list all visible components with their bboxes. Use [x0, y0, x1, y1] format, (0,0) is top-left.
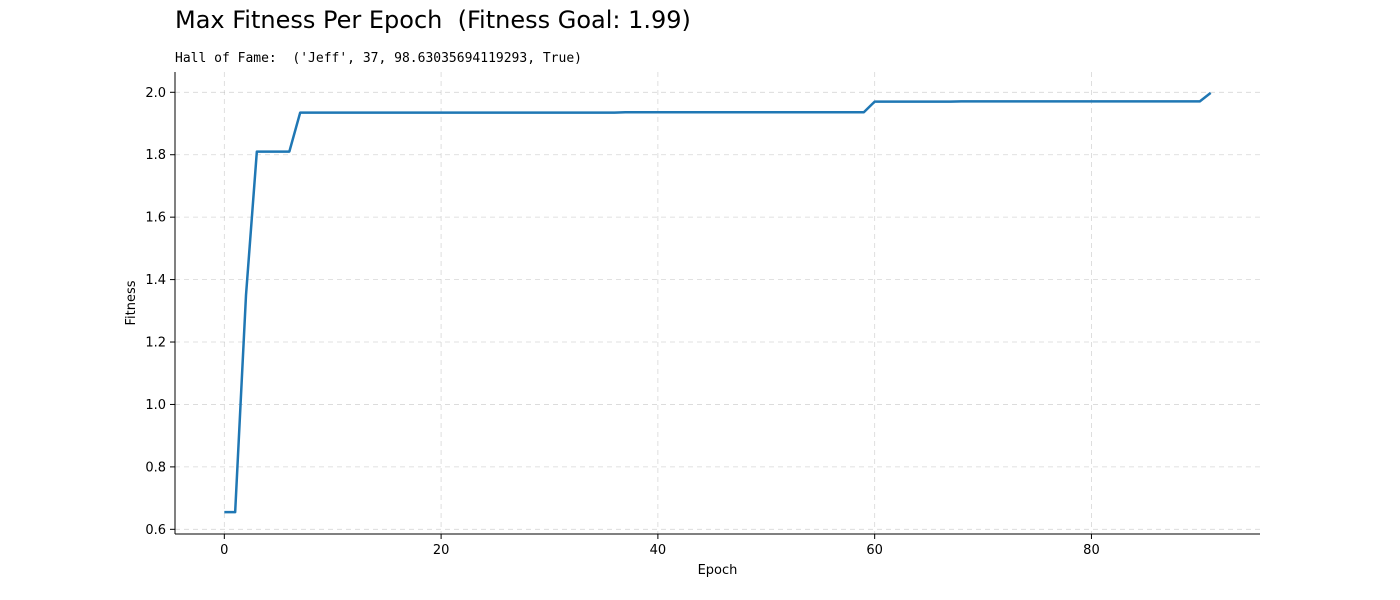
series-line	[224, 91, 1212, 514]
grid-lines	[175, 72, 1260, 534]
x-tick-label: 80	[1083, 543, 1100, 558]
y-tick-label: 1.4	[145, 273, 166, 288]
y-tick-label: 1.8	[145, 148, 166, 163]
y-tick-label: 0.6	[145, 523, 166, 538]
series-group	[224, 91, 1212, 514]
y-tick-label: 2.0	[145, 86, 166, 101]
y-tick-label: 0.8	[145, 460, 166, 475]
x-tick-label: 60	[866, 543, 883, 558]
chart-title: Max Fitness Per Epoch (Fitness Goal: 1.9…	[175, 6, 691, 34]
y-tick-label: 1.0	[145, 398, 166, 413]
x-tick-label: 20	[433, 543, 450, 558]
x-tick-label: 40	[650, 543, 667, 558]
y-axis-label: Fitness	[124, 280, 139, 325]
y-tick-label: 1.6	[145, 211, 166, 226]
x-axis-label: Epoch	[698, 563, 738, 578]
y-tick-label: 1.2	[145, 336, 166, 351]
chart-subtitle: Hall of Fame: ('Jeff', 37, 98.6303569411…	[175, 51, 582, 66]
tick-marks: 0 20 40 60 80 0.6 0.8 1.0 1.2 1.4 1.6 1.8 2.0	[145, 86, 1099, 558]
axes	[174, 72, 1260, 535]
x-tick-label: 0	[220, 543, 228, 558]
